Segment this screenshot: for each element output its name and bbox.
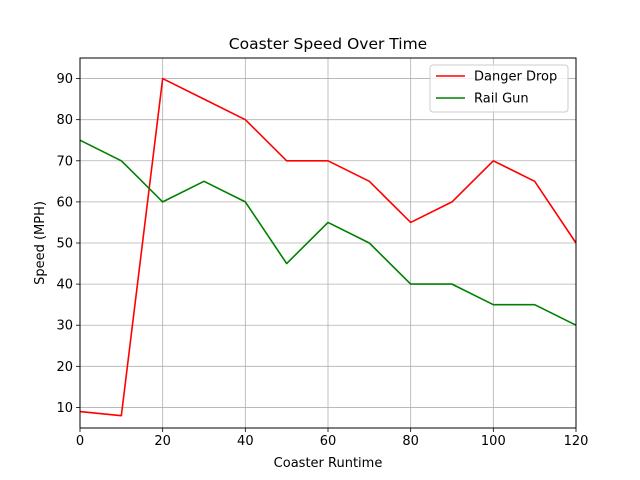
y-tick-label: 50: [56, 237, 73, 252]
series-line-danger-drop: [79, 77, 577, 417]
series-layer: [79, 77, 577, 417]
x-tick-label: 20: [154, 434, 171, 449]
x-tick-label: 80: [402, 434, 419, 449]
x-tick-label: 0: [76, 434, 84, 449]
y-tick-label: 20: [56, 360, 73, 375]
y-tick-label: 60: [56, 195, 73, 210]
legend-label-danger-drop: Danger Drop: [474, 70, 557, 85]
y-axis-label: Speed (MPH): [33, 201, 48, 285]
legend: Danger Drop Rail Gun: [429, 64, 569, 113]
chart-title: Coaster Speed Over Time: [229, 35, 427, 53]
series-line-rail-gun: [79, 139, 577, 326]
y-tick-label: 80: [56, 113, 73, 128]
x-tick-label: 40: [237, 434, 254, 449]
legend-label-rail-gun: Rail Gun: [474, 92, 529, 107]
x-tick-label: 100: [481, 434, 506, 449]
y-tick-label: 10: [56, 401, 73, 416]
y-tick-label: 90: [56, 72, 73, 87]
axis-ticks: 0 20 40 60 80 100 120 10 20 30 40 50 60 70 80 90: [56, 72, 588, 449]
x-axis-label: Coaster Runtime: [274, 456, 383, 471]
x-tick-label: 120: [564, 434, 589, 449]
y-tick-label: 70: [56, 154, 73, 169]
y-tick-label: 30: [56, 319, 73, 334]
x-tick-label: 60: [320, 434, 337, 449]
y-tick-label: 40: [56, 278, 73, 293]
